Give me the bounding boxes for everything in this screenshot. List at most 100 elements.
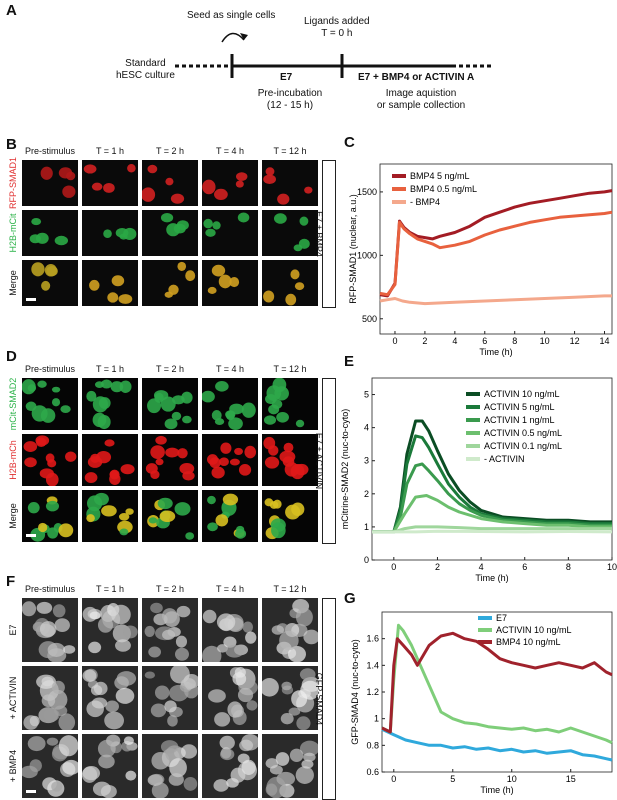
cell-mark [116, 671, 137, 686]
panel-e-label: E [344, 353, 355, 370]
cell-mark [100, 379, 113, 389]
cell-mark [263, 415, 277, 425]
cell-mark [118, 513, 130, 521]
cell-mark [119, 528, 129, 536]
cell-mark [84, 472, 98, 483]
cell-mark [185, 532, 195, 540]
cell-mark [127, 164, 136, 173]
scale-bar [26, 534, 36, 537]
micrograph-image [142, 434, 198, 486]
x-tick-label: 10 [607, 562, 617, 572]
time-header: T = 12 h [273, 146, 307, 156]
cell-mark [231, 704, 244, 718]
panel-d-label: D [6, 348, 17, 365]
cell-mark [298, 238, 310, 249]
cell-mark [219, 457, 229, 466]
cell-mark [281, 681, 292, 691]
cell-mark [164, 418, 178, 430]
cell-mark [101, 505, 117, 517]
cell-mark [170, 193, 185, 204]
cell-mark [271, 522, 286, 539]
cell-mark [91, 182, 103, 191]
image-acq-line-1: Image aquistion [385, 88, 457, 99]
panel-f-label: F [6, 573, 16, 590]
x-tick-label: 5 [450, 774, 455, 784]
micrograph-image [202, 490, 258, 542]
cell-mark [150, 470, 160, 480]
cell-mark [41, 694, 56, 708]
micrograph-image [262, 666, 318, 730]
cell-mark [265, 393, 277, 405]
x-tick-label: 10 [540, 336, 550, 346]
micrograph-image [262, 598, 318, 662]
cell-mark [212, 221, 221, 230]
cell-mark [273, 213, 287, 224]
y-tick-label: 3 [364, 456, 369, 466]
cell-mark [285, 293, 297, 306]
cell-mark [66, 171, 76, 181]
cell-mark [104, 439, 115, 447]
x-tick-label: 12 [570, 336, 580, 346]
cell-mark [263, 290, 275, 303]
cell-mark [220, 748, 235, 761]
cell-mark [208, 689, 226, 703]
cell-mark [237, 687, 254, 703]
cell-mark [222, 493, 239, 506]
cell-mark [125, 508, 134, 515]
legend-entry: E7 [496, 613, 507, 623]
cell-mark [60, 405, 71, 414]
cell-mark [157, 497, 173, 510]
cell-mark [155, 435, 167, 445]
row-label: H2B-mCh [8, 440, 18, 480]
cell-mark [272, 378, 287, 393]
cell-mark [125, 770, 137, 781]
cell-mark [241, 402, 256, 418]
y-tick-label: 1 [374, 714, 379, 724]
y-tick-label: 0.8 [366, 740, 379, 750]
cell-mark [296, 716, 311, 730]
cell-mark [97, 617, 114, 633]
cell-mark [216, 644, 228, 653]
cell-mark [265, 167, 275, 176]
legend-entry: - ACTIVIN [484, 454, 525, 464]
cell-mark [144, 671, 156, 679]
time-header: T = 12 h [273, 364, 307, 374]
time-header: Pre-stimulus [24, 364, 75, 374]
micrograph-image [22, 434, 78, 486]
cell-mark [176, 605, 191, 618]
cell-mark [98, 397, 111, 409]
y-tick-label: 1 [364, 522, 369, 532]
x-tick-label: 2 [422, 336, 427, 346]
legend-entry: ACTIVIN 0.1 ng/mL [484, 441, 562, 451]
cell-mark [111, 275, 125, 287]
cell-mark [43, 708, 60, 722]
micrograph-image [262, 160, 318, 206]
cell-mark [245, 631, 257, 644]
x-tick-label: 0 [391, 774, 396, 784]
row-label: RFP-SMAD1 [8, 156, 18, 210]
cell-mark [169, 758, 187, 778]
plot-frame [371, 377, 613, 561]
series-line [372, 462, 612, 534]
x-axis-label: Time (h) [480, 785, 513, 795]
cell-mark [229, 403, 244, 415]
x-axis-label: Time (h) [479, 347, 512, 357]
micrograph-image [202, 598, 258, 662]
cell-mark [276, 411, 289, 423]
x-tick-label: 2 [435, 562, 440, 572]
cell-mark [147, 398, 162, 414]
cell-mark [168, 284, 179, 295]
row-label: + BMP4 [8, 749, 18, 783]
cell-mark [185, 270, 196, 282]
cell-mark [36, 601, 53, 614]
cell-mark [46, 737, 59, 746]
cell-mark [41, 280, 51, 291]
cell-mark [294, 282, 305, 291]
cell-mark [177, 261, 187, 271]
cell-mark [159, 510, 176, 523]
cell-mark [115, 228, 129, 238]
series-line [379, 294, 612, 306]
series-line [372, 494, 612, 534]
cell-mark [160, 213, 174, 223]
ligands-text: Ligands added T = 0 h [304, 16, 370, 40]
